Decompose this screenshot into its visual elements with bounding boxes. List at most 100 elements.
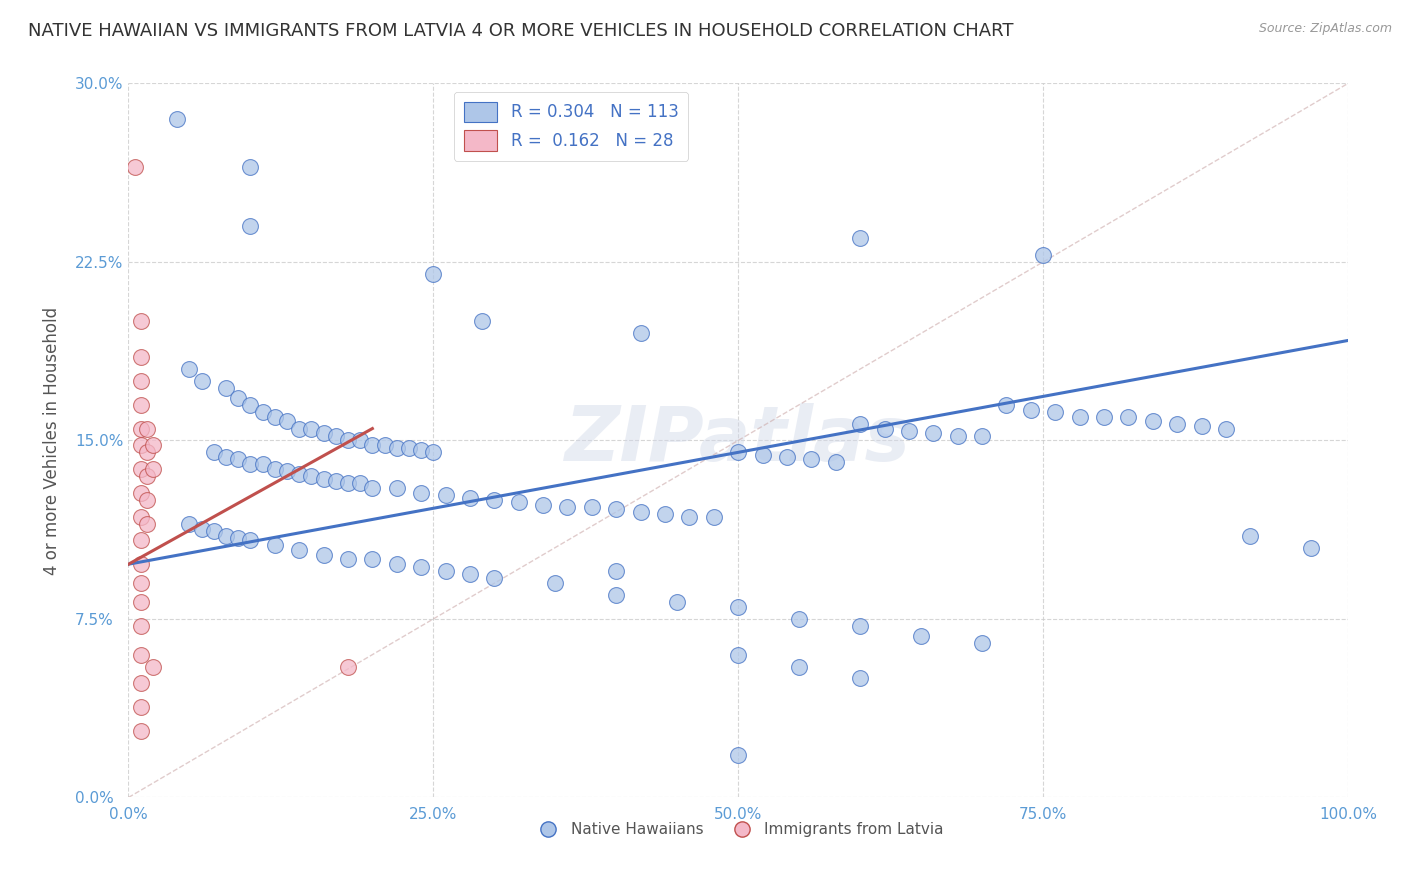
Y-axis label: 4 or more Vehicles in Household: 4 or more Vehicles in Household	[44, 306, 60, 574]
Point	[1166, 417, 1188, 431]
Legend: Native Hawaiians, Immigrants from Latvia: Native Hawaiians, Immigrants from Latvia	[526, 816, 950, 843]
Point	[910, 629, 932, 643]
Point	[1069, 409, 1091, 424]
Point	[849, 417, 872, 431]
Point	[434, 565, 457, 579]
Point	[190, 521, 212, 535]
Point	[605, 588, 627, 602]
Point	[336, 552, 359, 566]
Point	[239, 219, 262, 234]
Point	[422, 267, 444, 281]
Point	[349, 476, 371, 491]
Point	[630, 505, 652, 519]
Point	[129, 374, 152, 388]
Point	[678, 509, 700, 524]
Point	[751, 448, 773, 462]
Point	[129, 314, 152, 328]
Point	[129, 533, 152, 548]
Point	[135, 469, 157, 483]
Point	[484, 492, 506, 507]
Point	[166, 112, 188, 127]
Point	[239, 398, 262, 412]
Point	[129, 595, 152, 609]
Point	[129, 421, 152, 435]
Point	[1045, 405, 1067, 419]
Point	[135, 492, 157, 507]
Point	[325, 428, 347, 442]
Point	[129, 509, 152, 524]
Text: ZIPatlas: ZIPatlas	[565, 403, 911, 477]
Point	[1019, 402, 1042, 417]
Point	[179, 362, 201, 376]
Point	[531, 498, 554, 512]
Point	[325, 474, 347, 488]
Point	[508, 495, 530, 509]
Point	[972, 636, 994, 650]
Point	[361, 438, 384, 452]
Point	[484, 572, 506, 586]
Point	[557, 500, 579, 514]
Point	[1092, 409, 1115, 424]
Point	[336, 434, 359, 448]
Point	[312, 471, 335, 485]
Point	[471, 314, 494, 328]
Point	[263, 462, 285, 476]
Point	[129, 398, 152, 412]
Point	[374, 438, 396, 452]
Point	[215, 450, 238, 464]
Point	[385, 558, 408, 572]
Point	[263, 538, 285, 552]
Point	[946, 428, 969, 442]
Point	[824, 455, 846, 469]
Point	[1215, 421, 1237, 435]
Point	[142, 659, 165, 673]
Point	[385, 441, 408, 455]
Point	[202, 524, 225, 538]
Point	[299, 469, 322, 483]
Point	[849, 619, 872, 633]
Point	[458, 566, 481, 581]
Point	[800, 452, 823, 467]
Point	[727, 747, 749, 762]
Point	[666, 595, 689, 609]
Point	[385, 481, 408, 495]
Point	[581, 500, 603, 514]
Point	[135, 516, 157, 531]
Point	[727, 445, 749, 459]
Point	[411, 442, 433, 457]
Point	[458, 491, 481, 505]
Point	[922, 426, 945, 441]
Text: Source: ZipAtlas.com: Source: ZipAtlas.com	[1258, 22, 1392, 36]
Point	[239, 160, 262, 174]
Point	[1118, 409, 1140, 424]
Point	[361, 481, 384, 495]
Point	[1191, 419, 1213, 434]
Point	[1301, 541, 1323, 555]
Point	[727, 600, 749, 615]
Point	[312, 426, 335, 441]
Point	[129, 558, 152, 572]
Point	[129, 485, 152, 500]
Point	[654, 507, 676, 521]
Point	[349, 434, 371, 448]
Point	[787, 612, 810, 626]
Point	[129, 700, 152, 714]
Point	[226, 452, 249, 467]
Point	[129, 350, 152, 364]
Point	[215, 381, 238, 395]
Point	[849, 672, 872, 686]
Point	[288, 543, 311, 558]
Point	[434, 488, 457, 502]
Point	[179, 516, 201, 531]
Point	[605, 565, 627, 579]
Point	[202, 445, 225, 459]
Point	[129, 648, 152, 662]
Point	[190, 374, 212, 388]
Point	[124, 160, 146, 174]
Point	[276, 464, 298, 478]
Point	[129, 438, 152, 452]
Point	[129, 723, 152, 738]
Point	[129, 676, 152, 690]
Point	[849, 231, 872, 245]
Point	[995, 398, 1018, 412]
